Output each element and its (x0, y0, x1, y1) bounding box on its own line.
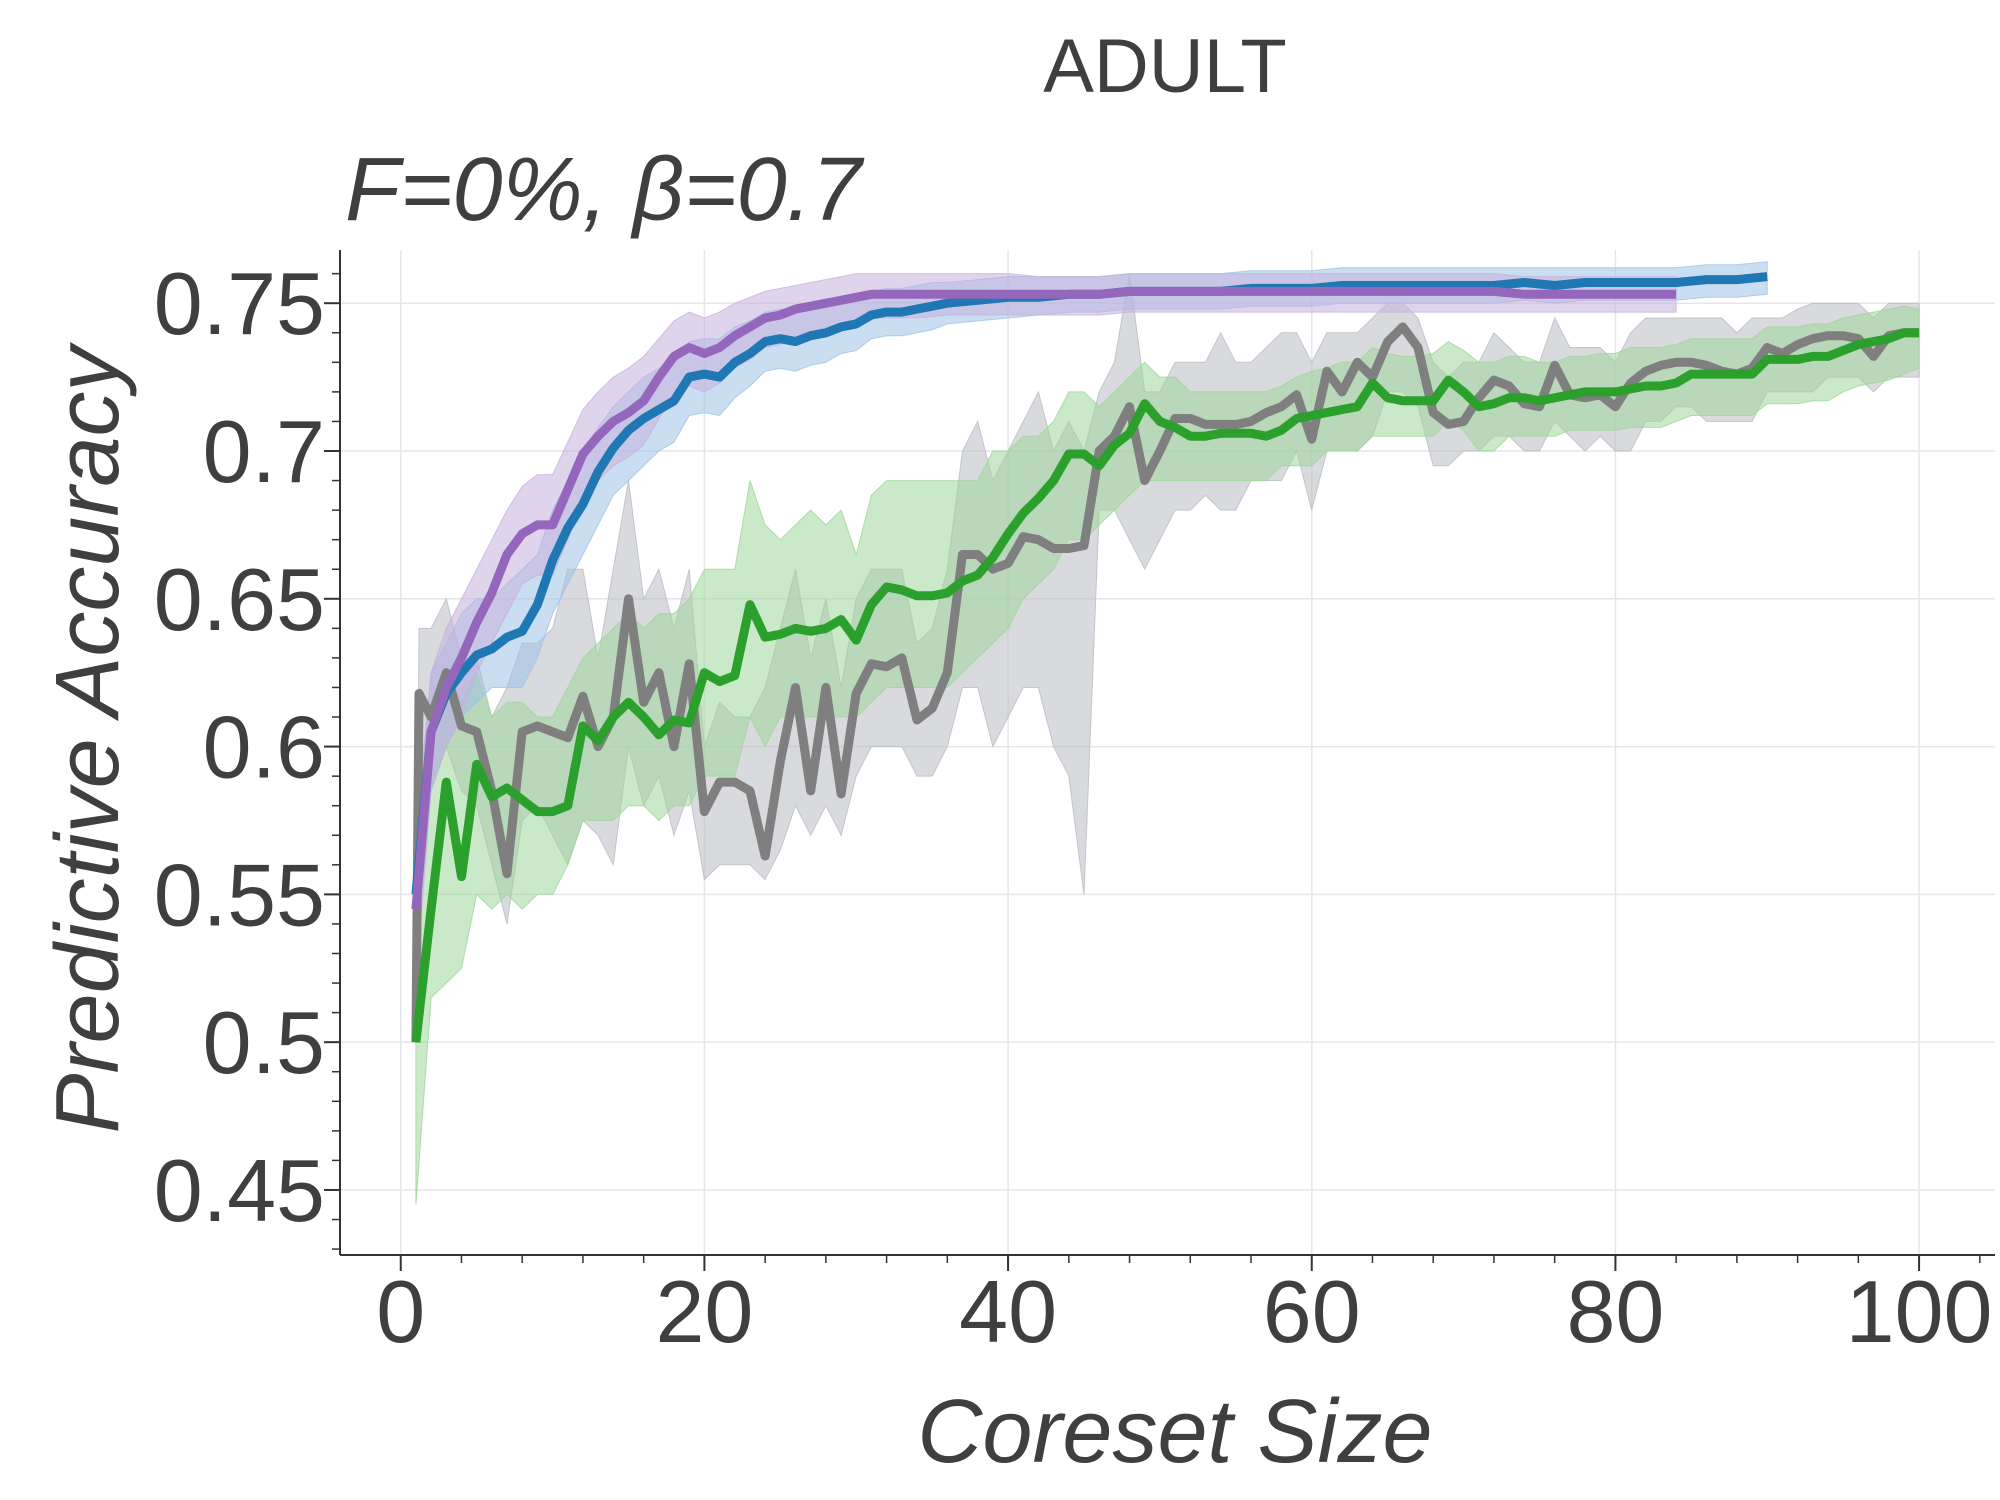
x-tick-label: 80 (1566, 1262, 1664, 1361)
y-tick-label: 0.55 (154, 845, 325, 944)
series-3-band (415, 273, 1677, 984)
y-tick-label: 0.45 (154, 1141, 325, 1240)
series-lines (411, 272, 1920, 1043)
x-tick-label: 0 (376, 1262, 425, 1361)
x-tick-label: 100 (1846, 1262, 1993, 1361)
series-0-line (411, 322, 1920, 1043)
x-axis-label: Coreset Size (917, 1382, 1432, 1482)
series-2-line (411, 272, 1768, 895)
axes: 0 20 40 60 80 100 0.45 0.5 0.55 0.6 0.65 0.7 0.75 (154, 250, 1995, 1361)
x-tick-label: 40 (959, 1262, 1057, 1361)
x-tick-label: 60 (1263, 1262, 1361, 1361)
chart-subtitle: F=0%, β=0.7 (345, 140, 865, 240)
y-tick-label: 0.6 (203, 698, 325, 797)
y-tick-label: 0.7 (203, 402, 325, 501)
y-tick-label: 0.75 (154, 254, 325, 353)
chart-title: ADULT (1043, 24, 1287, 109)
x-tick-label: 20 (655, 1262, 753, 1361)
subtitle-backdrop (335, 140, 955, 250)
y-tick-label: 0.5 (203, 993, 325, 1092)
y-axis-label: Predictive Accuracy (38, 342, 138, 1134)
y-tick-label: 0.65 (154, 550, 325, 649)
series-1-line (411, 328, 1920, 1043)
series-3-line (411, 286, 1677, 910)
